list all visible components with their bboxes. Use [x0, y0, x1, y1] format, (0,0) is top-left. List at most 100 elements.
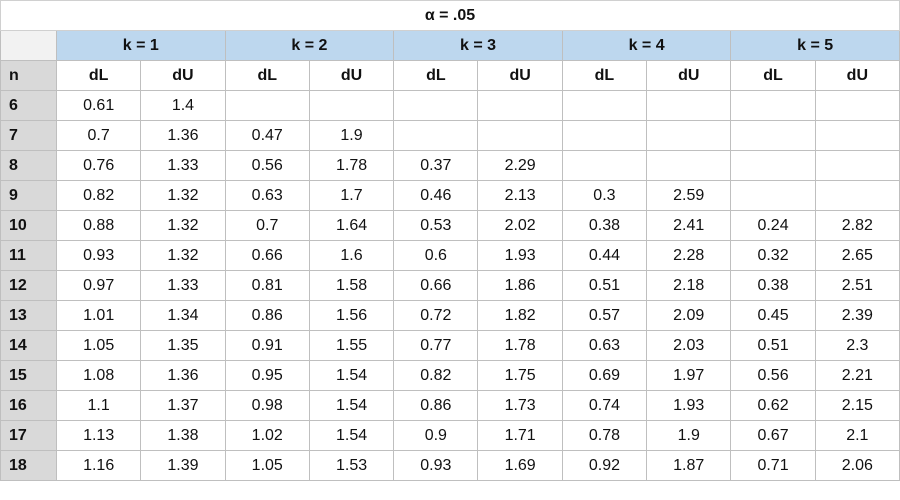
table-cell [393, 90, 479, 121]
data-row: 14 1.05 1.35 0.91 1.55 0.77 1.78 0.63 2.03 0.51 2.… [0, 330, 900, 361]
table-cell: 1.56 [308, 300, 395, 331]
row-n: 15 [0, 360, 57, 391]
group-header: k = 2 [224, 30, 395, 61]
table-cell: 2.28 [646, 240, 732, 271]
row-n: 11 [0, 240, 57, 271]
table-cell: 0.69 [561, 360, 648, 391]
table-cell: 1.54 [308, 390, 395, 421]
table-cell: 0.24 [730, 210, 816, 241]
table-cell [814, 90, 900, 121]
table-cell: 0.32 [730, 240, 816, 271]
table-cell: 0.76 [55, 150, 142, 181]
table-cell [477, 120, 563, 151]
table-cell: 0.7 [55, 120, 142, 151]
column-header: dU [646, 60, 732, 91]
table-cell [814, 150, 900, 181]
table-cell [730, 150, 816, 181]
table-cell: 0.91 [224, 330, 310, 361]
table-cell: 1.87 [646, 450, 732, 481]
table-cell: 2.15 [814, 390, 900, 421]
table-cell [730, 180, 816, 211]
table-cell: 0.51 [730, 330, 816, 361]
table-cell: 1.01 [55, 300, 142, 331]
table-cell: 2.1 [814, 420, 900, 451]
table-cell: 1.9 [646, 420, 732, 451]
data-row: 11 0.93 1.32 0.66 1.6 0.6 1.93 0.44 2.28 0.32 2.65 [0, 240, 900, 271]
data-row: 7 0.7 1.36 0.47 1.9 [0, 120, 900, 151]
table-cell [730, 90, 816, 121]
data-row: 8 0.76 1.33 0.56 1.78 0.37 2.29 [0, 150, 900, 181]
column-header: n [0, 60, 57, 91]
data-row: 9 0.82 1.32 0.63 1.7 0.46 2.13 0.3 2.59 [0, 180, 900, 211]
row-n: 8 [0, 150, 57, 181]
data-row: 13 1.01 1.34 0.86 1.56 0.72 1.82 0.57 2.09 0.45 2.… [0, 300, 900, 331]
group-header: k = 4 [561, 30, 732, 61]
table-cell: 0.38 [561, 210, 648, 241]
table-cell: 1.7 [308, 180, 395, 211]
table-cell: 1.55 [308, 330, 395, 361]
row-n: 13 [0, 300, 57, 331]
table-cell [646, 120, 732, 151]
table-cell: 1.53 [308, 450, 395, 481]
table-cell: 0.95 [224, 360, 310, 391]
table-cell: 0.92 [561, 450, 648, 481]
table-cell: 0.37 [393, 150, 479, 181]
table-cell: 2.39 [814, 300, 900, 331]
table-cell [646, 150, 732, 181]
data-row: 16 1.1 1.37 0.98 1.54 0.86 1.73 0.74 1.93 0.62 2.1… [0, 390, 900, 421]
table-cell: 1.32 [140, 210, 226, 241]
table-cell: 1.35 [140, 330, 226, 361]
table-cell: 0.77 [393, 330, 479, 361]
table-cell: 2.41 [646, 210, 732, 241]
table-title: α = .05 [0, 0, 900, 31]
table-cell: 2.65 [814, 240, 900, 271]
table-cell: 1.97 [646, 360, 732, 391]
table-cell [730, 120, 816, 151]
data-row: 15 1.08 1.36 0.95 1.54 0.82 1.75 0.69 1.97 0.56 2.… [0, 360, 900, 391]
column-header: dL [55, 60, 142, 91]
data-row: 6 0.61 1.4 [0, 90, 900, 121]
table-cell: 0.82 [393, 360, 479, 391]
header-row: n dL dU dL dU dL dU dL dU dL dU [0, 60, 900, 91]
column-header: dL [224, 60, 310, 91]
table-cell: 0.61 [55, 90, 142, 121]
row-n: 16 [0, 390, 57, 421]
table-cell: 0.45 [730, 300, 816, 331]
table-cell: 1.69 [477, 450, 563, 481]
table-cell: 1.05 [224, 450, 310, 481]
table-cell: 0.67 [730, 420, 816, 451]
table-cell: 1.37 [140, 390, 226, 421]
table-cell [308, 90, 395, 121]
table-cell [224, 90, 310, 121]
table-cell: 1.93 [646, 390, 732, 421]
table-cell: 2.3 [814, 330, 900, 361]
table-cell: 0.7 [224, 210, 310, 241]
table-cell: 2.13 [477, 180, 563, 211]
row-n: 18 [0, 450, 57, 481]
table-cell: 0.82 [55, 180, 142, 211]
table-cell: 1.75 [477, 360, 563, 391]
column-header: dL [393, 60, 479, 91]
table-cell: 0.74 [561, 390, 648, 421]
table-cell: 1.05 [55, 330, 142, 361]
table-cell: 1.33 [140, 150, 226, 181]
column-header: dU [140, 60, 226, 91]
table-cell: 2.59 [646, 180, 732, 211]
column-header: dU [308, 60, 395, 91]
table-cell: 0.56 [224, 150, 310, 181]
table-cell: 1.08 [55, 360, 142, 391]
table-cell: 1.13 [55, 420, 142, 451]
group-header: k = 3 [393, 30, 563, 61]
table-cell: 1.36 [140, 360, 226, 391]
table-cell: 2.21 [814, 360, 900, 391]
table-cell: 0.98 [224, 390, 310, 421]
column-header: dL [730, 60, 816, 91]
table-cell: 1.54 [308, 360, 395, 391]
table-cell: 1.33 [140, 270, 226, 301]
table-cell: 0.63 [224, 180, 310, 211]
table-cell: 0.57 [561, 300, 648, 331]
column-header: dL [561, 60, 648, 91]
table-cell: 1.93 [477, 240, 563, 271]
